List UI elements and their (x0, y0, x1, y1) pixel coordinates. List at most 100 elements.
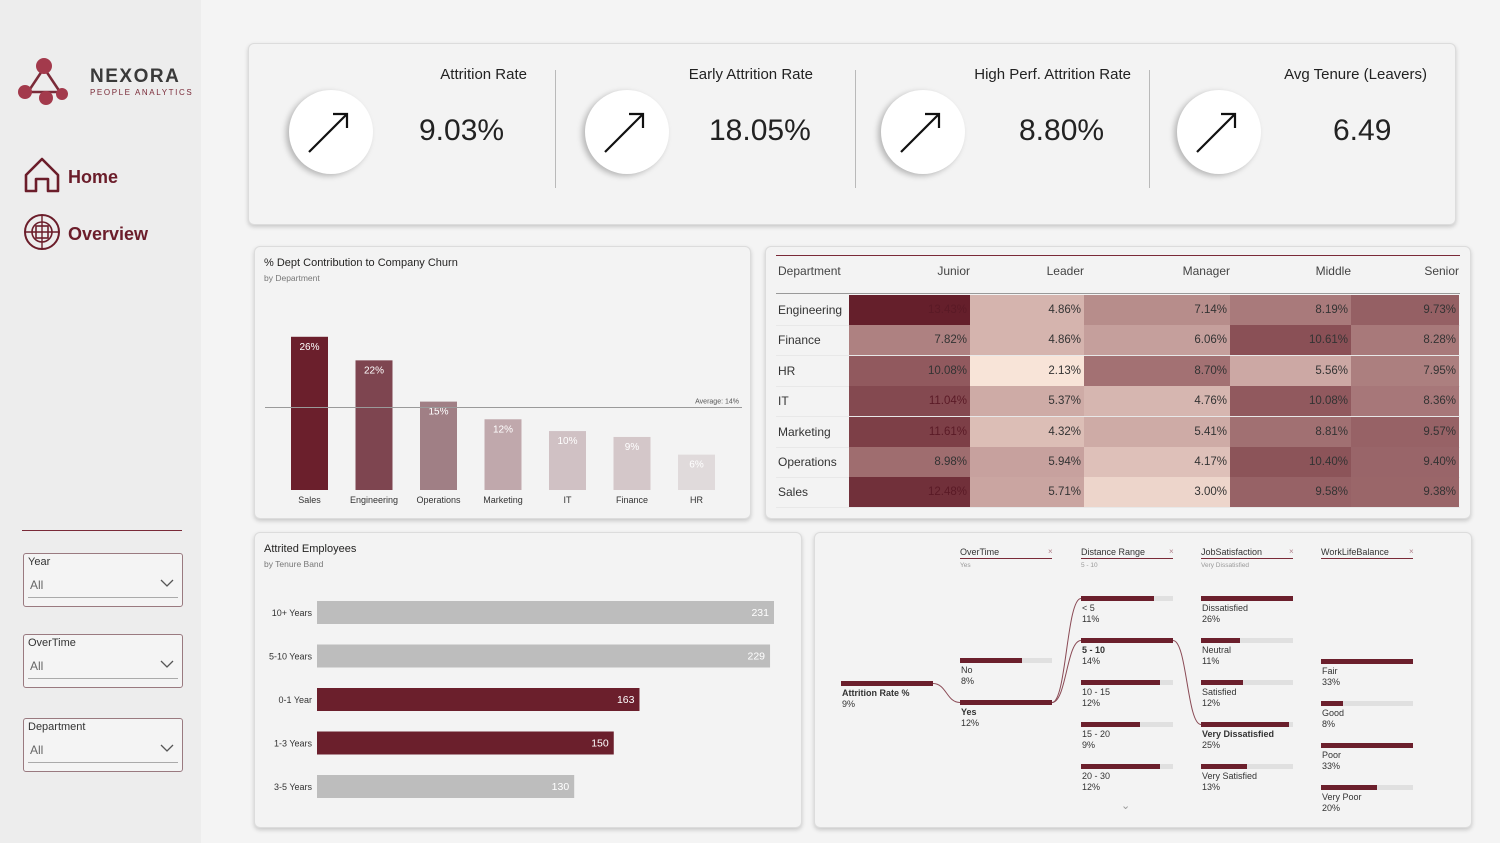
bar-hr[interactable] (678, 454, 715, 490)
tree-node[interactable]: Very Dissatisfied 25% (1202, 729, 1274, 751)
node-label: 15 - 20 (1082, 729, 1111, 739)
trend-up-icon (881, 90, 965, 174)
node-value: 12% (1082, 782, 1101, 792)
decomp-connectors (932, 598, 1202, 725)
category-label: HR (690, 495, 703, 505)
kpi-title: Attrition Rate (440, 66, 527, 83)
bar-value-label: 229 (748, 651, 766, 663)
node-bar[interactable] (1081, 596, 1173, 601)
tree-node[interactable]: Very Poor 20% (1322, 792, 1362, 814)
bar-marketing[interactable] (484, 419, 522, 490)
node-value: 33% (1322, 677, 1341, 687)
heatmap-cell: 8.19% (1230, 295, 1351, 325)
bar-finance[interactable] (613, 436, 651, 490)
filter-overtime[interactable]: OverTime All (23, 634, 183, 688)
root-node: Attrition Rate % 9% (842, 688, 910, 710)
bar-sales[interactable] (291, 336, 328, 490)
bar-engineering[interactable] (355, 360, 393, 490)
bar-value-label: 130 (552, 781, 570, 793)
tenure-bar[interactable] (317, 731, 614, 755)
node-bar[interactable] (1321, 785, 1413, 790)
column-header: Leader (1046, 264, 1084, 278)
node-bar[interactable] (1321, 659, 1413, 664)
filter-year[interactable]: Year All (23, 553, 183, 607)
node-bar[interactable] (1201, 638, 1293, 643)
dept-churn-chart-card: % Dept Contribution to Company Churn by … (254, 246, 751, 519)
tenure-bar[interactable] (317, 775, 575, 798)
heatmap-cell: 13.43% (849, 295, 970, 325)
tree-node[interactable]: Fair 33% (1322, 666, 1340, 688)
heatmap-cell: 8.98% (849, 447, 970, 477)
close-icon[interactable]: × (1409, 547, 1414, 556)
kpi-divider (855, 70, 856, 188)
chevron-down-icon[interactable]: ⌄ (1121, 800, 1131, 812)
brand-subtitle: PEOPLE ANALYTICS (90, 88, 194, 97)
heatmap-cell: 9.57% (1351, 416, 1459, 447)
node-bar[interactable] (1081, 764, 1173, 769)
node-bar-fill (1201, 596, 1293, 601)
node-bar[interactable] (1081, 680, 1173, 685)
node-bar[interactable] (1201, 596, 1293, 601)
heatmap-cell: 6.06% (1084, 325, 1230, 356)
tree-node[interactable]: Neutral 11% (1202, 645, 1231, 667)
tree-node[interactable]: No 8% (961, 665, 974, 687)
tree-node[interactable]: 5 - 10 14% (1082, 645, 1105, 667)
node-bar-fill (1201, 680, 1244, 685)
tenure-bar[interactable] (317, 601, 774, 624)
decomposition-tree[interactable]: Attrition Rate % 9% OverTime × Yes No 8% Yes 12%… (815, 533, 1471, 827)
root-value: 9% (842, 699, 856, 709)
close-icon[interactable]: × (1169, 547, 1174, 556)
tree-node[interactable]: 20 - 30 12% (1082, 771, 1110, 793)
tree-node[interactable]: Very Satisfied 13% (1202, 771, 1257, 793)
node-bar[interactable] (1201, 722, 1293, 727)
node-bar[interactable] (1201, 764, 1293, 769)
chevron-down-icon[interactable] (160, 739, 174, 757)
bar-value-label: 231 (751, 607, 769, 619)
bar-operations[interactable] (420, 401, 457, 490)
header-bottom-line (776, 293, 1460, 294)
node-bar[interactable] (1321, 701, 1413, 706)
node-bar[interactable] (1201, 680, 1293, 685)
column-header: Manager (1182, 264, 1230, 278)
tree-node[interactable]: Yes 12% (961, 707, 979, 729)
node-bar[interactable] (1321, 743, 1413, 748)
node-bar[interactable] (960, 658, 1052, 663)
heatmap-cell: 7.14% (1084, 295, 1230, 325)
tree-node[interactable]: 10 - 15 12% (1082, 687, 1110, 709)
chevron-down-icon[interactable] (160, 574, 174, 592)
category-label: 5-10 Years (269, 652, 313, 662)
category-label: 0-1 Year (278, 695, 312, 705)
nav-home[interactable]: Home (22, 155, 118, 200)
heatmap-cell: 8.81% (1230, 416, 1351, 447)
tenure-bar[interactable] (317, 644, 771, 668)
node-bar-fill (1201, 764, 1247, 769)
node-value: 14% (1082, 656, 1101, 666)
brand-name: NEXORA (90, 66, 181, 87)
heatmap-cell: 4.76% (1084, 386, 1230, 417)
chevron-down-icon[interactable] (160, 655, 174, 673)
close-icon[interactable]: × (1289, 547, 1294, 556)
tree-node[interactable]: Poor 33% (1322, 750, 1341, 772)
tree-node[interactable]: Satisfied 12% (1202, 687, 1237, 709)
node-bar[interactable] (1081, 722, 1173, 727)
dept-level-heatmap: Department Junior Leader Manager Middle Senio… (766, 247, 1470, 518)
tree-node[interactable]: < 5 11% (1082, 603, 1099, 625)
row-label: Operations (778, 455, 837, 469)
kpi-title: Early Attrition Rate (688, 66, 813, 83)
node-bar[interactable] (960, 700, 1052, 705)
heatmap-cell: 5.94% (970, 447, 1084, 477)
nav-overview[interactable]: Overview (22, 212, 148, 257)
close-icon[interactable]: × (1048, 547, 1053, 556)
node-value: 8% (1322, 719, 1336, 729)
row-label: IT (778, 394, 789, 409)
filter-department[interactable]: Department All (23, 718, 183, 772)
tree-node[interactable]: Dissatisfied 26% (1202, 603, 1248, 625)
node-bar[interactable] (1081, 638, 1173, 643)
node-bar-fill (1081, 680, 1161, 685)
bar-it[interactable] (549, 431, 586, 490)
tree-node[interactable]: 15 - 20 9% (1082, 729, 1110, 751)
kpi-value: 6.49 (1333, 114, 1392, 147)
tenure-bar-chart: 10+ Years 231 5-10 Years 229 0-1 Year 163 1-3 … (269, 601, 774, 798)
tree-node[interactable]: Good 8% (1322, 708, 1344, 730)
tenure-bar[interactable] (317, 688, 640, 711)
